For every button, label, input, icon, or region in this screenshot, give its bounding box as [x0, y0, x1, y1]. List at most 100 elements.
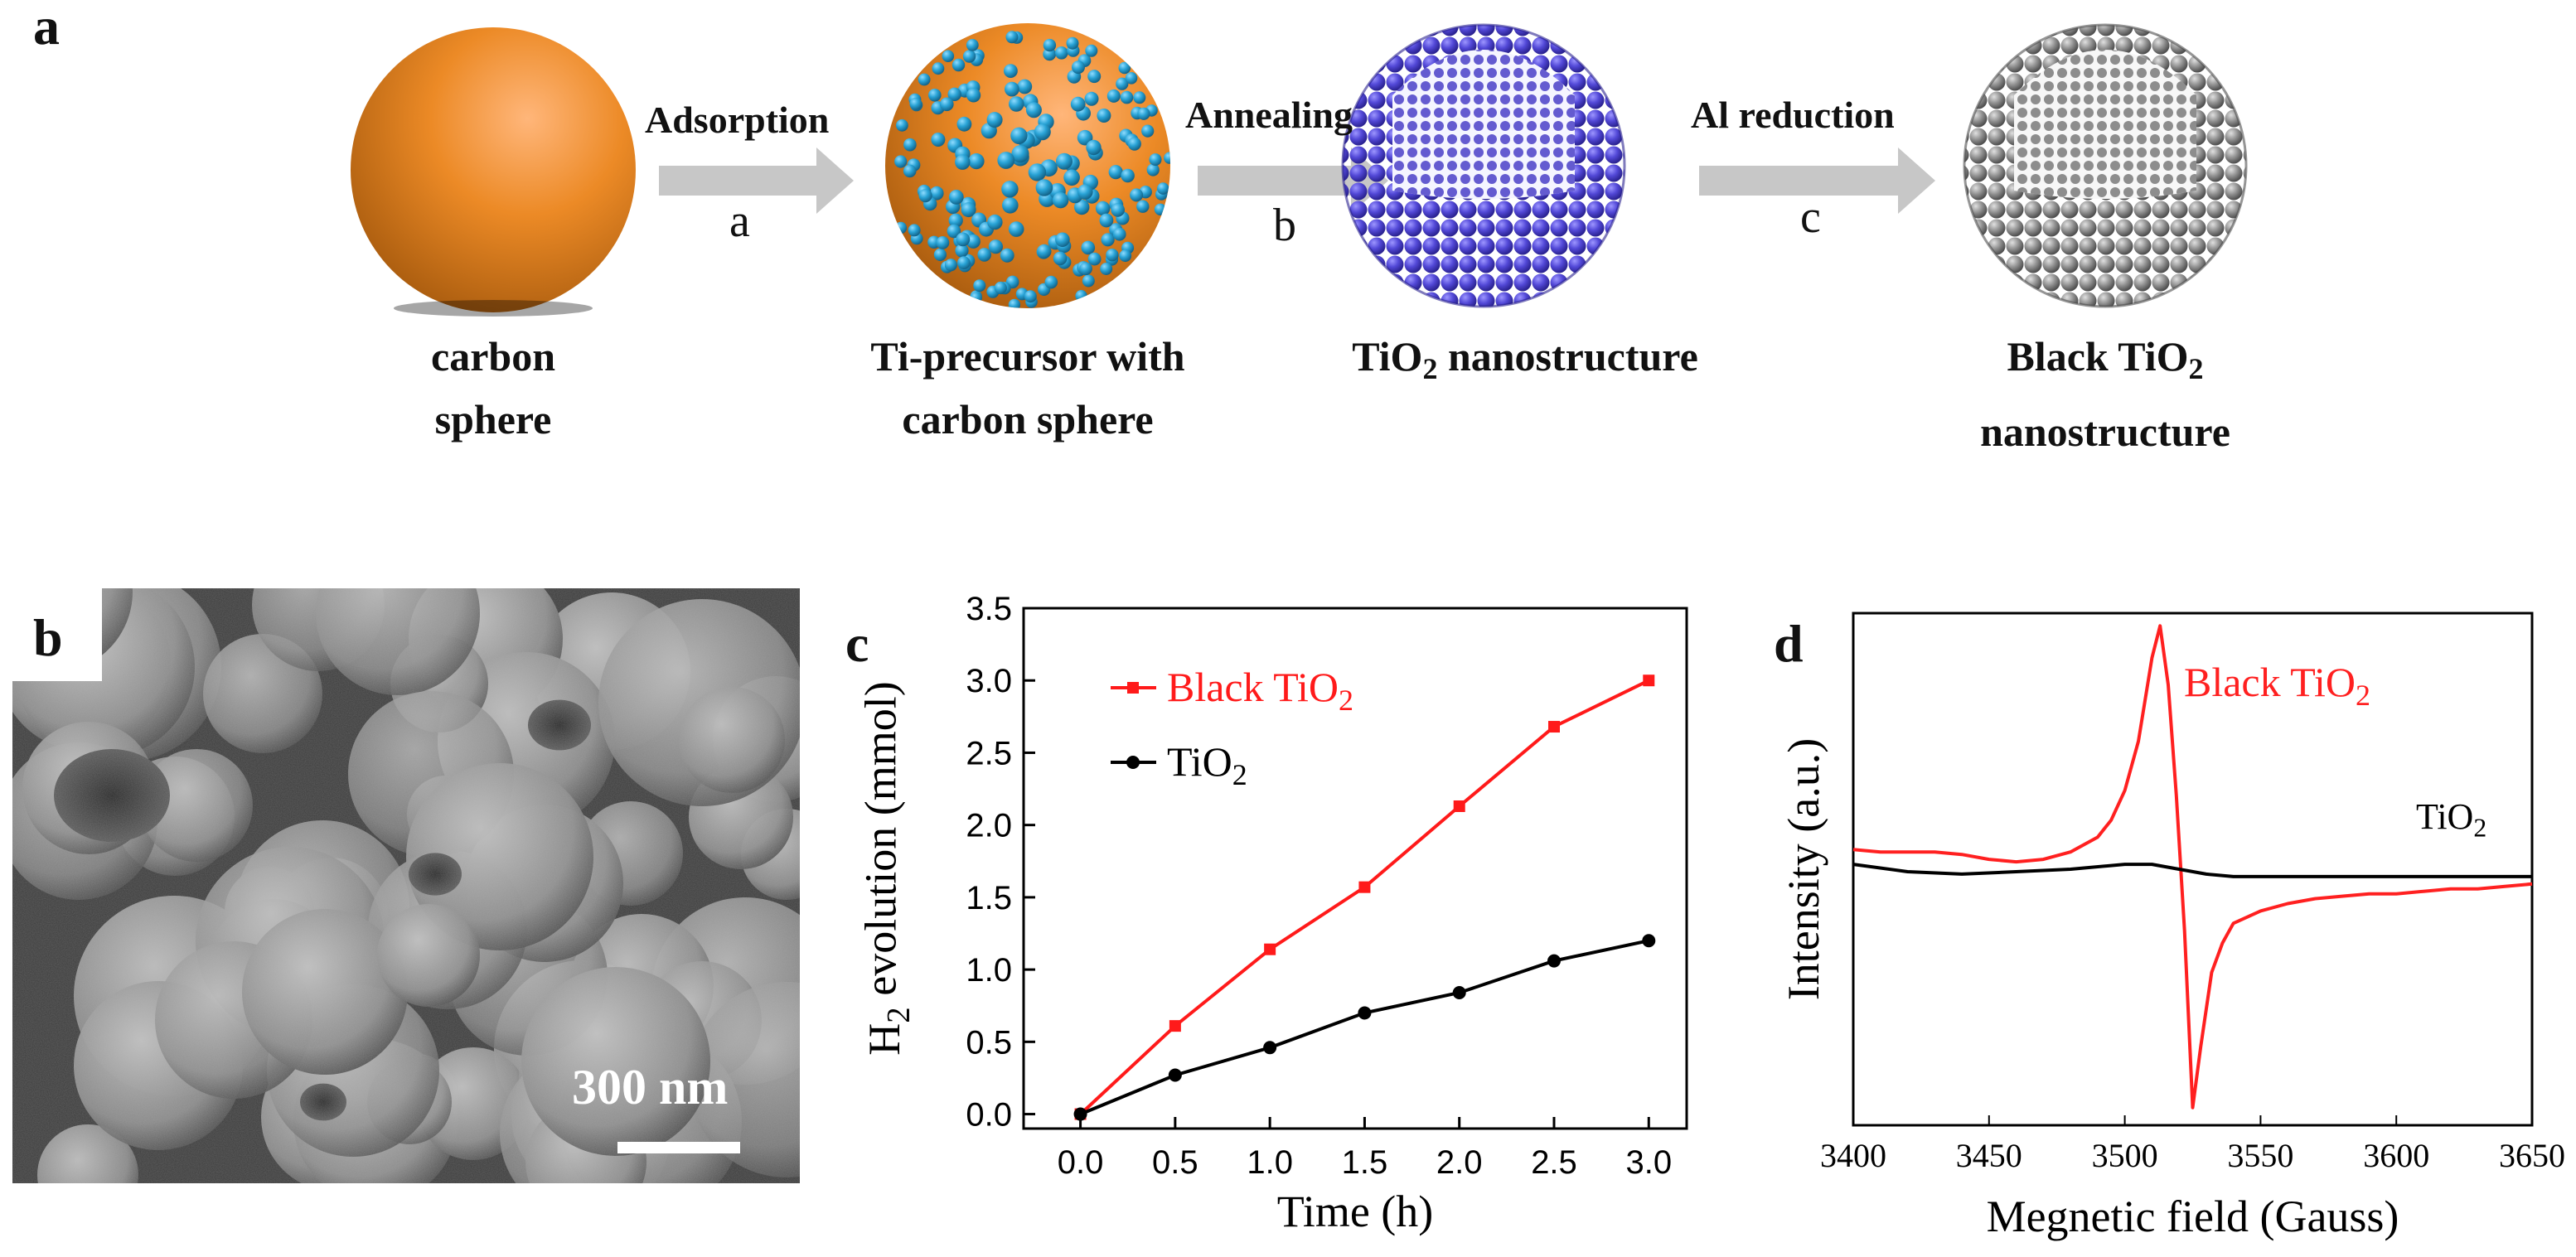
stage-label-ti-precursor: Ti-precursor with carbon sphere: [870, 333, 1185, 442]
data-point-tio2: [1168, 1068, 1182, 1082]
precursor-bead: [1008, 298, 1021, 308]
x-tick-label: 1.5: [1342, 1144, 1388, 1181]
precursor-bead: [973, 279, 986, 292]
data-point-black-tio2: [1264, 943, 1276, 955]
precursor-bead: [987, 214, 1003, 230]
precursor-sphere: [885, 23, 1170, 308]
precursor-bead: [1084, 91, 1099, 106]
precursor-bead: [1011, 145, 1029, 163]
x-tick-label: 3.0: [1625, 1144, 1672, 1181]
precursor-bead: [966, 88, 981, 103]
precursor-bead: [951, 58, 966, 72]
precursor-bead: [956, 116, 972, 132]
precursor-bead: [896, 118, 908, 132]
precursor-bead: [894, 221, 908, 234]
precursor-bead: [962, 50, 976, 63]
precursor-bead: [1055, 232, 1070, 248]
x-tick-label: 3650: [2499, 1137, 2565, 1174]
precursor-bead: [970, 292, 982, 304]
data-point-black-tio2: [1453, 800, 1465, 812]
x-tick-label: 3450: [1956, 1137, 2022, 1174]
arrow-label-annealing: Annealing: [1185, 94, 1353, 136]
x-tick-label: 3550: [2227, 1137, 2293, 1174]
precursor-bead: [1125, 72, 1138, 85]
precursor-bead: [947, 87, 961, 102]
panel-b-letter-box: [12, 588, 102, 681]
precursor-bead: [1035, 179, 1053, 196]
precursor-bead: [1108, 165, 1123, 180]
precursor-bead: [948, 213, 963, 228]
x-tick-label: 2.0: [1436, 1144, 1483, 1181]
precursor-bead: [1028, 163, 1047, 181]
h2-evolution-chart: 0.0 0.5 1.0 1.5 2.0 2.5 3.0 0.0 0.5 1.0 1.5 2.0 2.5 3…: [855, 591, 1688, 1236]
precursor-bead: [933, 248, 947, 261]
precursor-bead: [918, 73, 931, 86]
precursor-bead: [929, 186, 944, 201]
precursor-bead: [1164, 152, 1170, 164]
precursor-bead: [947, 224, 961, 239]
precursor-bead: [1157, 182, 1169, 195]
precursor-bead: [1085, 44, 1098, 57]
precursor-bead: [1002, 197, 1019, 214]
panel-a-letter: a: [33, 0, 60, 56]
legend-marker: [1126, 756, 1140, 769]
precursor-bead: [968, 153, 985, 170]
arrow-al-reduction: [1699, 147, 1935, 214]
precursor-bead: [1010, 127, 1028, 144]
precursor-bead: [988, 239, 1003, 254]
precursor-bead: [1066, 36, 1079, 50]
y-tick-label: 3.0: [966, 663, 1012, 699]
precursor-bead: [1100, 263, 1113, 275]
precursor-bead: [1097, 109, 1111, 123]
stage-label-carbon-sphere: carbon sphere: [431, 333, 555, 442]
precursor-bead: [997, 152, 1015, 169]
precursor-bead: [1005, 31, 1019, 44]
precursor-bead: [1149, 153, 1162, 167]
precursor-bead: [928, 89, 942, 102]
precursor-bead: [948, 190, 964, 205]
arrow-letter-b: b: [1273, 200, 1296, 251]
precursor-bead: [1111, 203, 1125, 217]
data-point-tio2: [1358, 1006, 1372, 1020]
y-tick-label: 2.5: [966, 735, 1012, 771]
precursor-bead: [940, 97, 954, 112]
precursor-bead: [1101, 233, 1115, 247]
epr-chart: 3400 3450 3500 3550 3600 3650 Megnetic field (…: [1779, 612, 2565, 1241]
precursor-bead: [908, 224, 921, 237]
precursor-bead: [1119, 249, 1132, 263]
label-black-tio2: Black TiO2: [2184, 659, 2370, 712]
precursor-bead: [955, 154, 971, 170]
arrow-annealing: [1198, 147, 1388, 214]
y-tick-label: 0.0: [966, 1097, 1012, 1134]
arrow-letter-a: a: [729, 196, 750, 247]
precursor-bead: [1154, 203, 1167, 215]
precursor-bead: [1086, 139, 1102, 156]
panel-a-schematic: [351, 23, 2248, 317]
precursor-bead: [1056, 152, 1073, 170]
precursor-bead: [986, 112, 1003, 128]
data-point-tio2: [1642, 934, 1656, 948]
arrow-letter-c: c: [1800, 191, 1821, 243]
panel-b-letter: b: [33, 608, 63, 667]
data-point-tio2: [1073, 1107, 1087, 1121]
precursor-bead: [1120, 90, 1134, 104]
black-tio2-sphere: [1963, 23, 2248, 308]
arrow-label-adsorption: Adsorption: [645, 99, 830, 141]
epr-curve-tio2: [1852, 863, 2532, 878]
precursor-bead: [903, 164, 917, 178]
y-axis-title: Intensity (a.u.): [1779, 738, 1828, 1000]
precursor-bead: [1024, 290, 1037, 303]
precursor-bead: [1074, 199, 1090, 215]
panel-c-letter: c: [845, 614, 869, 673]
precursor-bead: [1008, 221, 1024, 237]
y-tick-label: 1.0: [966, 952, 1012, 989]
carbon-sphere: [351, 27, 636, 317]
x-tick-label: 0.5: [1152, 1144, 1198, 1181]
y-tick-label: 2.0: [966, 808, 1012, 844]
precursor-bead: [1137, 107, 1150, 120]
precursor-bead: [1075, 290, 1087, 302]
precursor-bead: [966, 39, 979, 51]
series-line-black-tio2: [1079, 679, 1650, 1116]
precursor-bead: [1106, 249, 1119, 262]
precursor-bead: [957, 256, 971, 270]
